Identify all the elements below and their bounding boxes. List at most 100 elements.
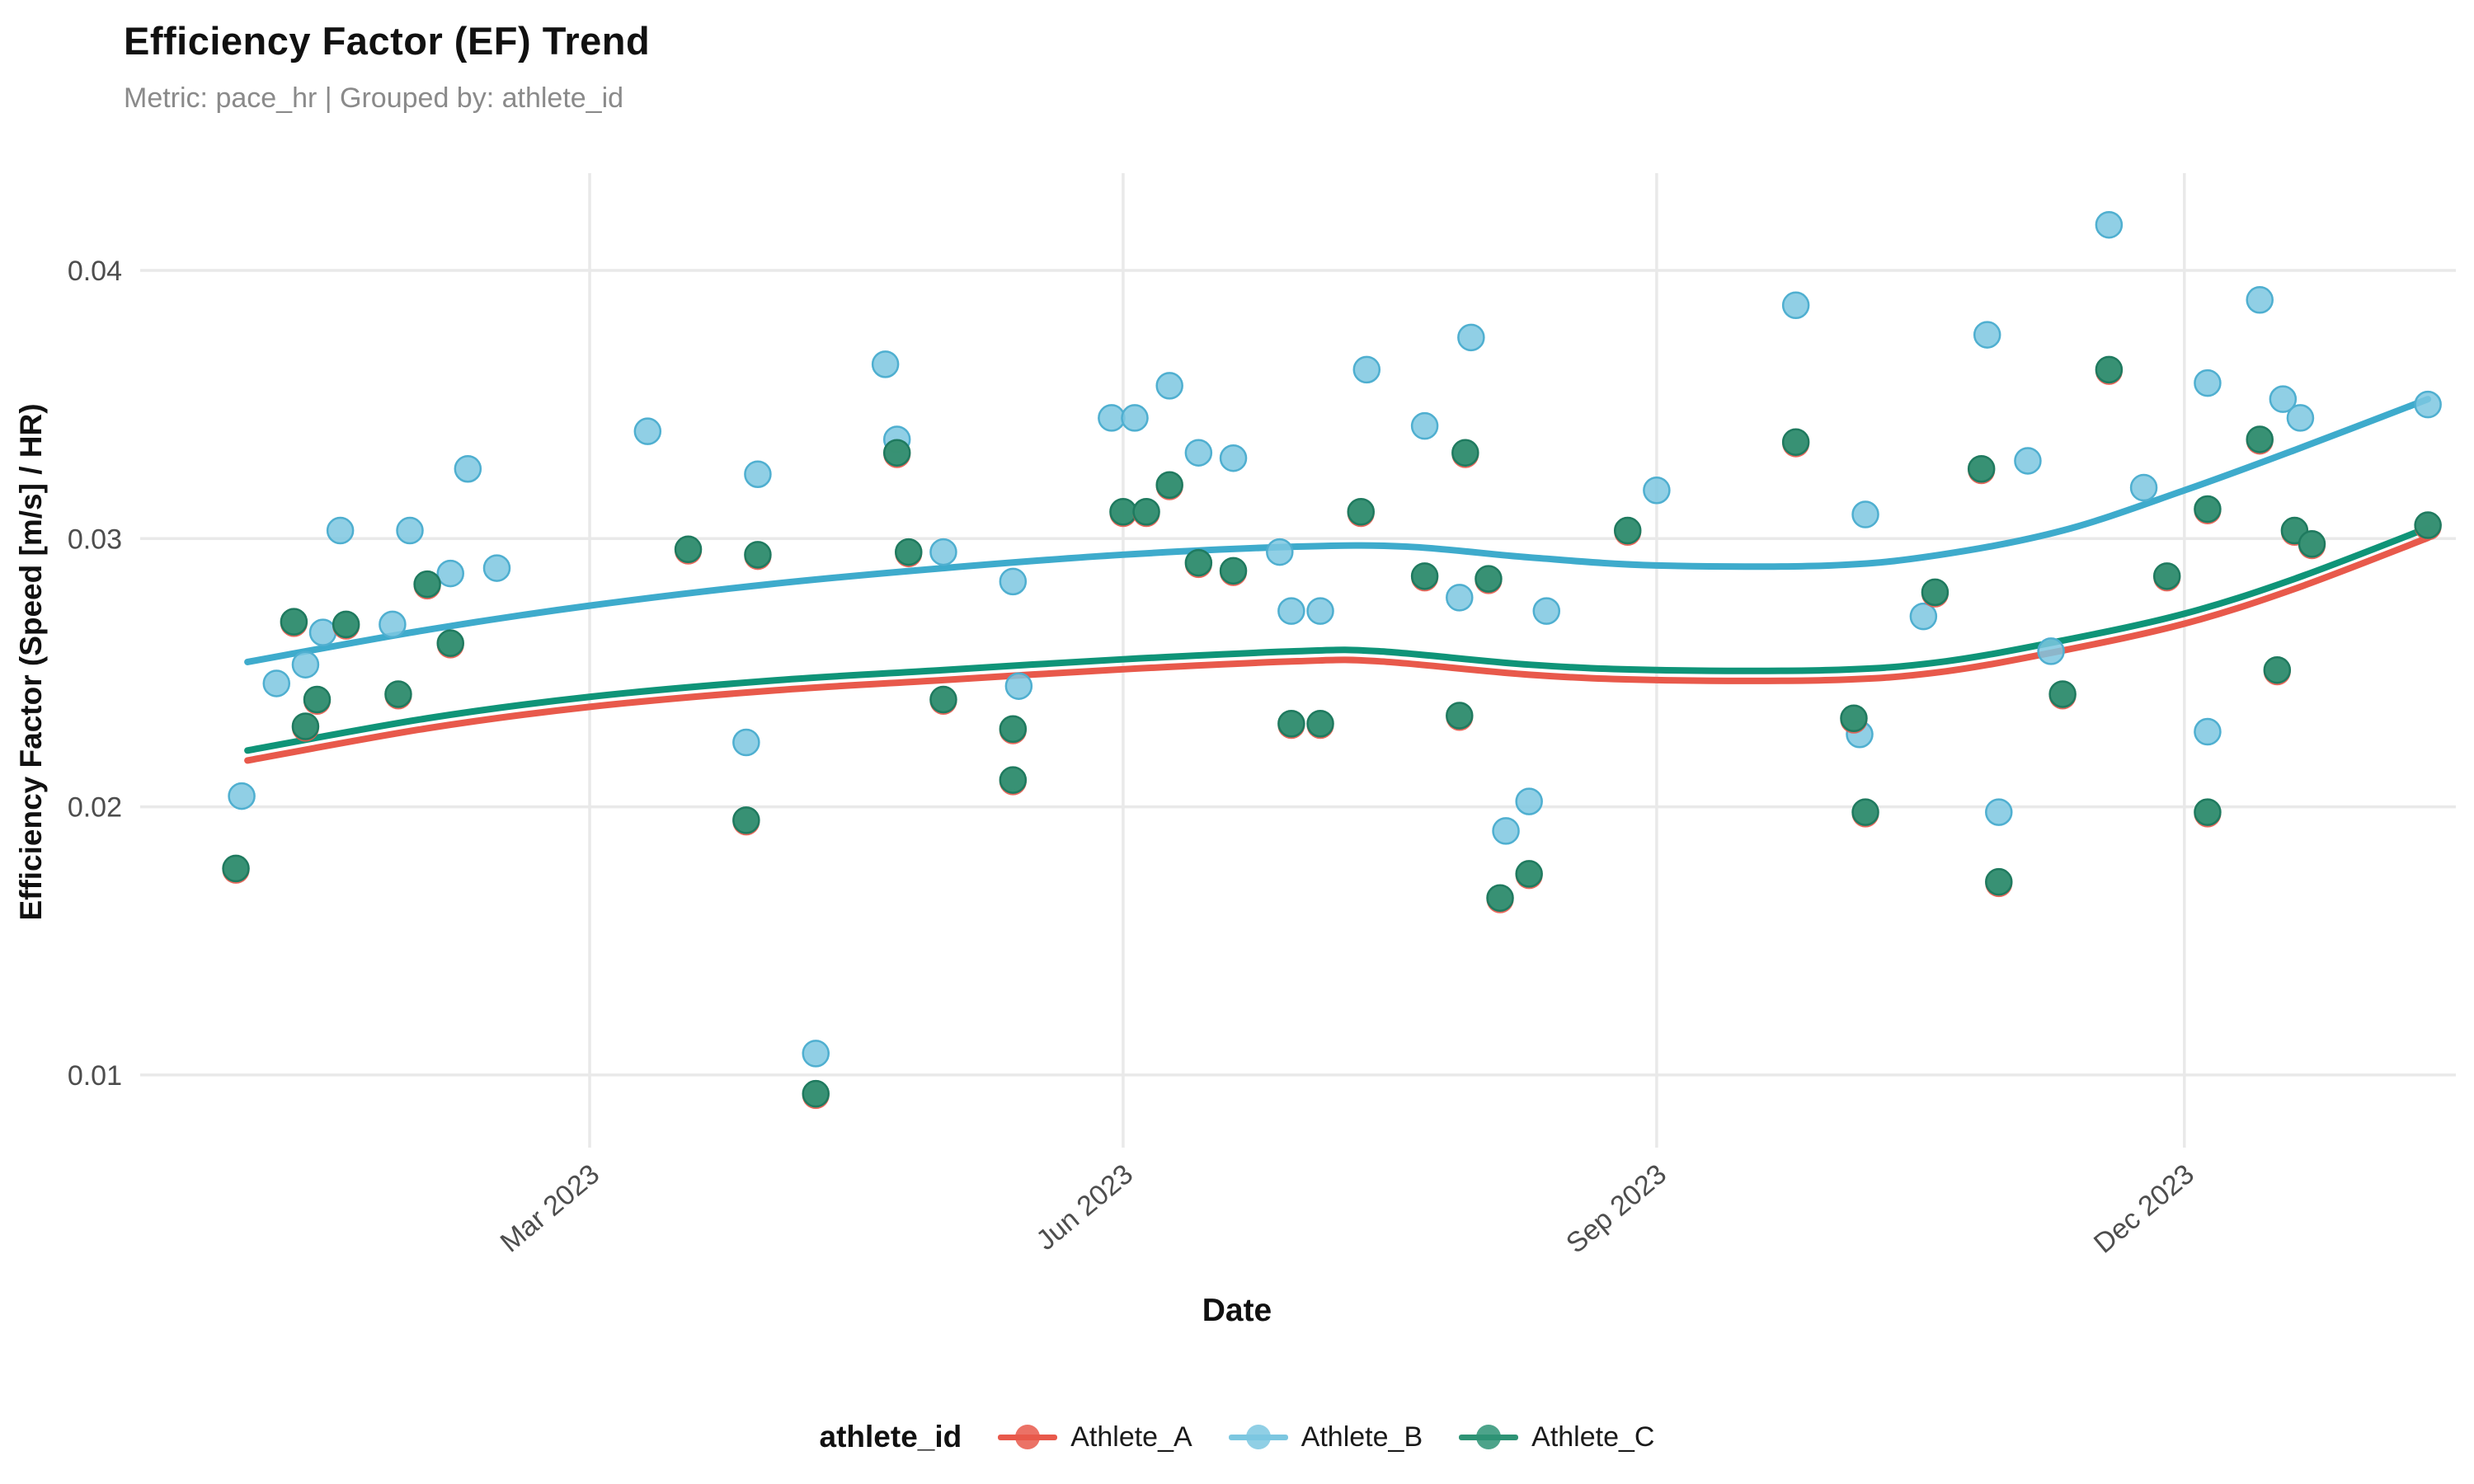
- y-tick-label: 0.03: [68, 524, 122, 555]
- data-point-athlete-c: [1613, 516, 1642, 545]
- data-point-athlete-c: [1781, 428, 1810, 456]
- data-point-athlete-c: [802, 1079, 830, 1108]
- x-tick-label: Mar 2023: [495, 1158, 605, 1258]
- data-point-athlete-c: [999, 766, 1028, 794]
- data-point-athlete-c: [929, 685, 957, 714]
- data-point-athlete-b: [2246, 286, 2274, 314]
- data-point-athlete-c: [1921, 578, 1950, 607]
- data-point-athlete-c: [332, 610, 360, 639]
- y-axis-title: Efficiency Factor (Speed [m/s] / HR): [14, 403, 48, 921]
- data-point-athlete-c: [384, 680, 412, 708]
- y-tick-label: 0.01: [68, 1060, 122, 1092]
- data-point-athlete-b: [871, 350, 900, 378]
- data-point-athlete-c: [2263, 655, 2292, 684]
- data-point-athlete-b: [1352, 355, 1381, 384]
- data-point-athlete-c: [1184, 548, 1213, 577]
- data-point-athlete-b: [2269, 385, 2298, 413]
- legend-item-athlete-c: Athlete_C: [1459, 1421, 1654, 1453]
- data-point-athlete-c: [1109, 498, 1137, 526]
- data-point-athlete-b: [1851, 500, 1879, 528]
- data-point-athlete-b: [326, 516, 355, 545]
- data-point-athlete-b: [2037, 637, 2065, 665]
- data-point-athlete-c: [1840, 704, 1868, 733]
- data-point-athlete-b: [802, 1040, 830, 1068]
- data-point-athlete-c: [1451, 439, 1479, 467]
- data-point-athlete-c: [999, 715, 1028, 744]
- data-point-athlete-b: [2014, 447, 2042, 475]
- legend-item-athlete-a: Athlete_A: [998, 1421, 1192, 1453]
- data-point-athlete-c: [732, 806, 760, 834]
- trend-line-athlete-a: [244, 534, 2432, 764]
- legend: athlete_id Athlete_A Athlete_B Athlete_C: [0, 1420, 2474, 1454]
- data-point-athlete-c: [1475, 565, 1503, 593]
- data-point-athlete-b: [1004, 672, 1033, 700]
- x-tick-label: Dec 2023: [2088, 1158, 2200, 1260]
- y-tick-label: 0.04: [68, 256, 122, 287]
- x-tick-label: Sep 2023: [1560, 1158, 1672, 1260]
- data-point-athlete-c: [303, 685, 332, 714]
- data-point-athlete-b: [396, 516, 424, 545]
- data-point-athlete-b: [228, 782, 256, 810]
- data-point-athlete-c: [1446, 702, 1474, 730]
- data-point-athlete-b: [929, 538, 957, 566]
- data-point-athlete-b: [436, 559, 464, 588]
- data-point-athlete-c: [1967, 454, 1996, 483]
- data-point-athlete-c: [222, 854, 250, 883]
- data-point-athlete-c: [280, 608, 308, 636]
- data-point-athlete-c: [882, 439, 911, 467]
- data-point-athlete-b: [744, 460, 772, 488]
- legend-title: athlete_id: [819, 1420, 962, 1453]
- data-point-athlete-c: [1347, 498, 1376, 526]
- data-point-athlete-b: [1266, 538, 1294, 566]
- data-point-athlete-b: [1457, 323, 1485, 352]
- data-point-athlete-c: [1132, 498, 1160, 526]
- data-point-athlete-b: [308, 618, 337, 646]
- data-point-athlete-b: [999, 567, 1028, 596]
- data-point-athlete-b: [2194, 717, 2222, 746]
- data-point-athlete-b: [1781, 291, 1810, 320]
- data-point-athlete-b: [379, 610, 407, 639]
- data-point-athlete-b: [1909, 602, 1938, 631]
- data-point-athlete-b: [1515, 787, 1543, 815]
- data-point-athlete-b: [633, 417, 662, 445]
- trend-line-athlete-c: [244, 524, 2432, 754]
- data-point-athlete-c: [436, 629, 464, 657]
- data-point-athlete-c: [2414, 511, 2442, 539]
- data-point-athlete-c: [1306, 710, 1334, 738]
- data-point-athlete-b: [1098, 404, 1126, 432]
- data-point-athlete-b: [2129, 473, 2158, 502]
- data-point-athlete-b: [291, 650, 320, 679]
- data-point-athlete-c: [1277, 710, 1305, 738]
- data-point-athlete-b: [1306, 597, 1334, 625]
- data-point-athlete-c: [674, 535, 703, 564]
- data-point-athlete-c: [1486, 884, 1514, 912]
- legend-key-athlete-c-icon: [1459, 1421, 1519, 1453]
- data-point-athlete-b: [2095, 210, 2124, 239]
- data-point-athlete-c: [2246, 425, 2274, 453]
- data-point-athlete-b: [2194, 369, 2222, 397]
- data-point-athlete-b: [732, 728, 760, 757]
- legend-item-athlete-b: Athlete_B: [1228, 1421, 1423, 1453]
- data-point-athlete-b: [1121, 404, 1149, 432]
- data-point-athlete-b: [454, 454, 482, 483]
- data-point-athlete-b: [1446, 584, 1474, 612]
- legend-label-athlete-c: Athlete_C: [1531, 1421, 1655, 1453]
- data-point-athlete-b: [1643, 476, 1671, 505]
- data-point-athlete-c: [895, 538, 923, 566]
- chart-title: Efficiency Factor (EF) Trend: [124, 19, 651, 63]
- data-point-athlete-b: [1973, 321, 2001, 349]
- data-point-athlete-b: [2286, 404, 2315, 432]
- legend-key-athlete-a-icon: [998, 1421, 1058, 1453]
- data-point-athlete-c: [1410, 562, 1439, 590]
- data-point-athlete-c: [2048, 680, 2077, 708]
- data-point-athlete-c: [1155, 471, 1183, 499]
- legend-key-athlete-b-icon: [1228, 1421, 1288, 1453]
- data-point-athlete-b: [1277, 597, 1305, 625]
- data-point-athlete-c: [2298, 530, 2326, 558]
- data-point-athlete-c: [1985, 867, 2013, 896]
- data-point-athlete-b: [1492, 817, 1520, 845]
- data-point-athlete-b: [1985, 798, 2013, 826]
- data-point-athlete-c: [2095, 355, 2124, 384]
